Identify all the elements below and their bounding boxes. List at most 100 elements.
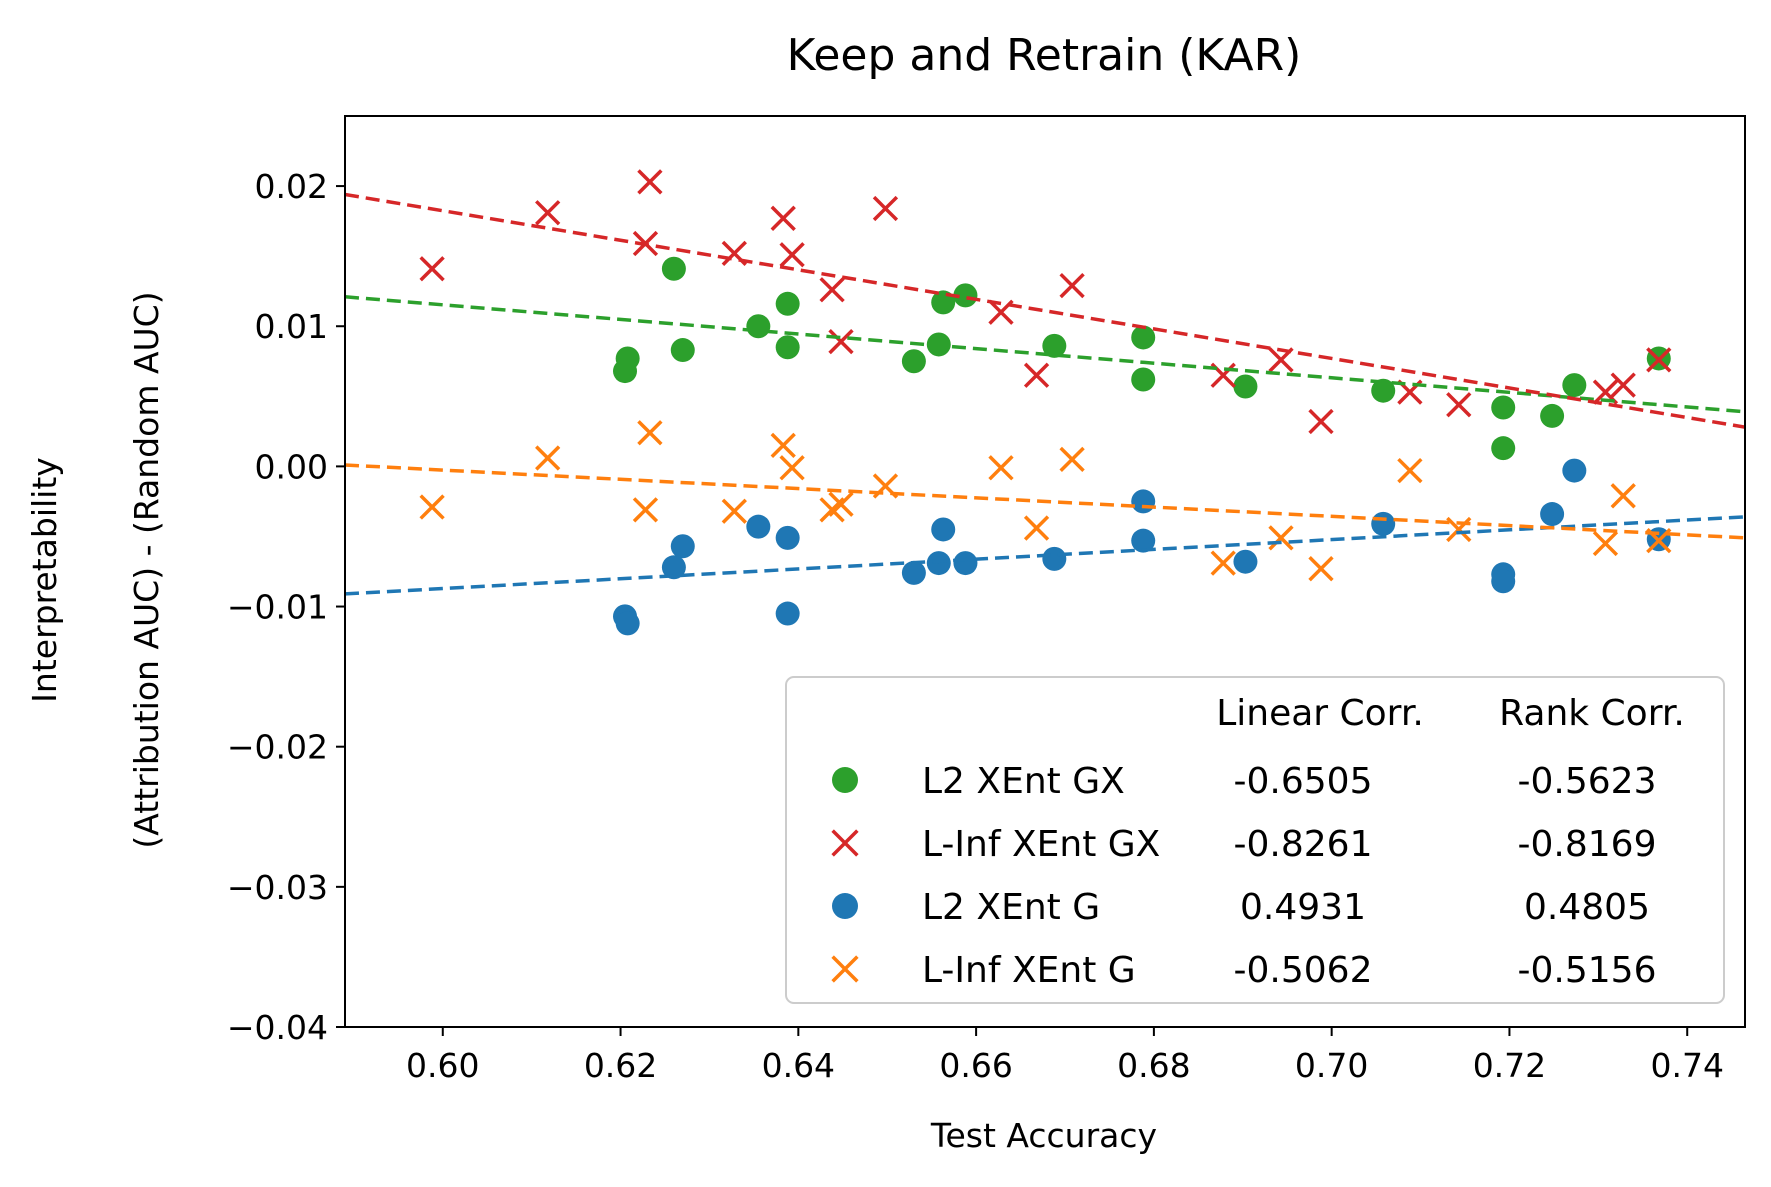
data-point-l2-xent-g-1 xyxy=(615,611,640,636)
data-point-l-inf-xent-gx-6 xyxy=(779,242,805,268)
data-point-l-inf-xent-g-13 xyxy=(1210,550,1236,576)
x-tick-label: 0.60 xyxy=(406,1046,479,1085)
legend-header-rank-corr: Rank Corr. xyxy=(1499,693,1685,734)
data-point-l-inf-xent-g-11 xyxy=(1023,515,1050,541)
data-point-l-inf-xent-g-10 xyxy=(988,455,1014,481)
data-point-l-inf-xent-g-14 xyxy=(1268,525,1294,551)
data-point-l-inf-xent-gx-19 xyxy=(1610,372,1636,398)
legend-marker-l2-xent-g xyxy=(832,893,858,919)
y-tick-label: −0.01 xyxy=(227,588,328,627)
legend-linear-corr-l2-xent-gx: -0.6505 xyxy=(1234,761,1373,802)
legend-linear-corr-l2-xent-g: 0.4931 xyxy=(1240,887,1366,928)
data-point-l2-xent-gx-17 xyxy=(1491,436,1516,461)
data-point-l2-xent-gx-6 xyxy=(775,335,800,360)
data-point-l2-xent-g-19 xyxy=(1562,458,1587,483)
data-point-l-inf-xent-g-12 xyxy=(1059,446,1085,473)
data-point-l-inf-xent-g-19 xyxy=(1610,483,1636,509)
data-point-l2-xent-gx-4 xyxy=(746,314,771,339)
x-tick-label: 0.70 xyxy=(1295,1046,1368,1085)
y-tick-label: −0.04 xyxy=(227,1008,328,1047)
data-point-l2-xent-gx-10 xyxy=(953,283,978,308)
data-point-l-inf-xent-g-4 xyxy=(721,498,747,524)
data-point-l-inf-xent-gx-1 xyxy=(535,200,561,226)
data-point-l2-xent-gx-11 xyxy=(1042,333,1067,358)
legend-marker-l-inf-xent-gx xyxy=(831,829,859,857)
x-tick-label: 0.68 xyxy=(1117,1046,1190,1085)
x-tick-label: 0.74 xyxy=(1650,1046,1723,1085)
data-point-l-inf-xent-gx-7 xyxy=(819,277,845,303)
data-point-l-inf-xent-g-0 xyxy=(419,494,445,520)
legend-linear-corr-l-inf-xent-g: -0.5062 xyxy=(1234,950,1373,991)
trend-line-l-inf-xent-g xyxy=(345,463,1745,540)
data-point-l2-xent-gx-19 xyxy=(1562,373,1587,398)
x-tick-label: 0.72 xyxy=(1473,1046,1546,1085)
legend-rank-corr-l2-xent-g: 0.4805 xyxy=(1524,887,1650,928)
legend-rank-corr-l-inf-xent-gx: -0.8169 xyxy=(1518,824,1657,865)
data-point-l2-xent-g-12 xyxy=(1131,489,1156,514)
legend-rank-corr-l2-xent-gx: -0.5623 xyxy=(1518,761,1657,802)
data-point-l2-xent-gx-12 xyxy=(1131,325,1156,350)
legend-box xyxy=(785,676,1725,1004)
data-point-l2-xent-g-10 xyxy=(953,551,978,576)
data-point-l-inf-xent-g-18 xyxy=(1592,530,1619,557)
data-point-l2-xent-gx-2 xyxy=(661,256,686,281)
legend-label-l-inf-xent-g: L-Inf XEnt G xyxy=(922,950,1136,991)
legend-linear-corr-l-inf-xent-gx: -0.8261 xyxy=(1234,824,1373,865)
data-point-l-inf-xent-g-16 xyxy=(1397,457,1423,484)
y-tick-label: 0.00 xyxy=(255,447,328,486)
plot-frame xyxy=(344,115,1746,1028)
plot-area xyxy=(345,169,1745,636)
data-point-l-inf-xent-gx-8 xyxy=(828,329,854,355)
data-point-l-inf-xent-g-5 xyxy=(770,432,796,458)
data-point-l-inf-xent-gx-0 xyxy=(419,256,445,282)
data-point-l-inf-xent-gx-17 xyxy=(1446,392,1472,418)
data-point-l-inf-xent-gx-20 xyxy=(1646,347,1672,373)
y-axis-label-line-1: Interpretability xyxy=(25,457,64,703)
chart-title: Keep and Retrain (KAR) xyxy=(787,30,1302,81)
data-point-l-inf-xent-g-2 xyxy=(632,497,659,523)
data-point-l-inf-xent-g-8 xyxy=(828,491,854,517)
legend: Linear Corr. Rank Corr. L2 XEnt GX -0.650… xyxy=(785,676,1725,1004)
data-point-l2-xent-gx-14 xyxy=(1233,374,1258,399)
x-axis: 0.60 0.62 0.64 0.66 0.68 0.70 0.72 0.74 xyxy=(406,1027,1724,1085)
data-point-l-inf-xent-g-1 xyxy=(535,445,561,471)
y-tick-label: −0.03 xyxy=(227,868,328,907)
data-point-l2-xent-g-8 xyxy=(926,551,951,576)
y-axis: 0.02 0.01 0.00 −0.01 −0.02 −0.03 −0.04 xyxy=(227,167,345,1047)
data-point-l2-xent-gx-7 xyxy=(901,349,926,374)
data-point-l2-xent-gx-5 xyxy=(775,291,800,316)
data-point-l2-xent-gx-1 xyxy=(615,346,640,371)
data-point-l2-xent-g-11 xyxy=(1042,546,1067,571)
y-tick-label: 0.02 xyxy=(255,167,328,206)
data-point-l2-xent-g-18 xyxy=(1540,502,1565,527)
y-axis-label-line-2: (Attribution AUC) - (Random AUC) xyxy=(127,291,166,848)
data-point-l2-xent-g-2 xyxy=(661,555,686,580)
x-tick-label: 0.66 xyxy=(939,1046,1012,1085)
legend-label-l2-xent-g: L2 XEnt G xyxy=(922,887,1100,928)
legend-marker-l-inf-xent-g xyxy=(831,955,859,983)
data-point-l-inf-xent-g-3 xyxy=(637,420,663,446)
data-point-l2-xent-g-13 xyxy=(1131,528,1156,553)
data-point-l2-xent-g-4 xyxy=(746,514,771,539)
legend-rank-corr-l-inf-xent-g: -0.5156 xyxy=(1518,950,1657,991)
data-point-l2-xent-gx-13 xyxy=(1131,367,1156,392)
legend-header-linear-corr: Linear Corr. xyxy=(1216,693,1424,734)
data-point-l2-xent-g-6 xyxy=(775,525,800,550)
data-point-l2-xent-g-9 xyxy=(931,517,956,542)
trend-line-l2-xent-g xyxy=(345,515,1745,596)
trend-line-l-inf-xent-gx xyxy=(345,192,1745,429)
legend-label-l2-xent-gx: L2 XEnt GX xyxy=(922,761,1125,802)
data-point-l2-xent-g-14 xyxy=(1233,549,1258,574)
data-point-l-inf-xent-gx-3 xyxy=(637,169,663,195)
data-point-l2-xent-g-17 xyxy=(1491,569,1516,594)
data-point-l2-xent-gx-3 xyxy=(670,338,695,363)
x-axis-label: Test Accuracy xyxy=(930,1116,1157,1155)
legend-marker-l2-xent-gx xyxy=(832,767,858,793)
trend-line-l2-xent-gx xyxy=(345,295,1745,414)
data-point-l-inf-xent-gx-12 xyxy=(1059,272,1085,299)
data-point-l2-xent-gx-18 xyxy=(1540,403,1565,428)
data-point-l-inf-xent-gx-15 xyxy=(1308,408,1334,435)
data-point-l2-xent-gx-16 xyxy=(1491,395,1516,420)
data-point-l2-xent-g-15 xyxy=(1371,511,1396,536)
